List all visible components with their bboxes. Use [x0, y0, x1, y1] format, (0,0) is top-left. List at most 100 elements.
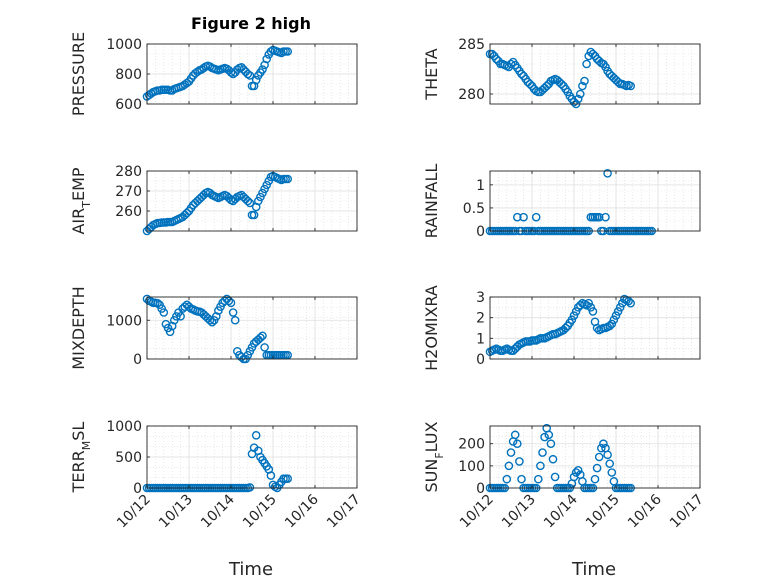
data-point [588, 307, 598, 316]
y-axis-label: PRESSURE [69, 32, 88, 116]
data-point [576, 300, 585, 310]
y-axis-label: MIXDEPTH [69, 286, 88, 369]
data-point [513, 439, 522, 449]
data-point [283, 47, 293, 56]
data-point [569, 311, 579, 320]
data-point [502, 474, 512, 484]
data-point [548, 454, 558, 464]
data-point [517, 474, 526, 484]
data-point [283, 474, 293, 484]
y-tick-label: 1 [476, 178, 485, 194]
panel-rainfall: 0 0.5 1 RAINFALL [422, 164, 701, 240]
data-point [207, 317, 217, 327]
axes-box [489, 170, 701, 232]
data-point [607, 319, 617, 329]
y-tick-label: 260 [115, 204, 142, 220]
y-tick-label: 1000 [106, 37, 142, 53]
data-point [266, 471, 276, 480]
data-point [571, 307, 581, 316]
data-point [576, 89, 585, 99]
y-tick-label: 0 [133, 352, 142, 368]
data-markers [485, 47, 636, 109]
y-axis-label-main: MIXDEPTH [69, 286, 88, 369]
data-point [588, 49, 598, 59]
data-point [165, 327, 175, 337]
y-tick-label: 100 [458, 459, 485, 475]
data-point [624, 296, 633, 306]
data-point [519, 212, 528, 222]
data-point [182, 208, 192, 218]
y-axis-label-subscript: M [80, 441, 93, 451]
data-point [613, 307, 623, 316]
data-point [283, 174, 293, 184]
data-point [256, 333, 265, 342]
y-axis-label: RAINFALL [422, 164, 441, 239]
data-point [578, 81, 587, 91]
data-point [228, 308, 238, 317]
data-markers [485, 294, 636, 357]
data-point [546, 439, 556, 449]
data-point [525, 79, 535, 89]
data-point [506, 59, 516, 69]
x-axis-label-left: Time [228, 559, 273, 580]
data-point [251, 430, 261, 440]
y-tick-label: 270 [115, 184, 142, 200]
data-markers [142, 171, 293, 236]
y-tick-label: 280 [115, 164, 142, 180]
data-point [611, 311, 621, 320]
y-tick-label: 2 [476, 311, 485, 327]
data-point [582, 59, 591, 69]
data-point [567, 315, 577, 325]
data-point [153, 298, 162, 308]
data-point [594, 452, 604, 462]
data-point [540, 432, 549, 442]
data-point [605, 321, 615, 331]
data-point [626, 298, 636, 308]
panel-air-temp: 260 270 280 AIRTEMP [69, 164, 358, 236]
axes-box [489, 43, 701, 105]
data-point [249, 210, 259, 220]
data-point [615, 303, 625, 312]
panel-theta: 280 285 THETA [422, 37, 701, 109]
data-point [561, 323, 570, 333]
data-point [586, 303, 596, 312]
y-tick-label: 0 [476, 352, 485, 368]
data-point [573, 94, 583, 104]
y-tick-label: 600 [115, 97, 142, 113]
data-point [510, 430, 520, 440]
data-point [603, 450, 612, 460]
data-point [504, 461, 514, 471]
y-tick-label: 200 [458, 437, 485, 453]
data-point [594, 212, 604, 222]
data-point [517, 69, 526, 79]
data-point [258, 65, 267, 74]
data-point [515, 457, 524, 466]
y-tick-label: 500 [115, 450, 142, 466]
data-point [159, 308, 169, 317]
axes-box [146, 296, 358, 360]
y-axis-label: SUNFLUX [422, 421, 446, 492]
data-point [584, 298, 594, 308]
data-point [245, 483, 255, 492]
y-axis-label: H2OMIXRA [422, 285, 441, 371]
data-point [599, 439, 608, 449]
data-point [193, 67, 202, 77]
data-point [266, 47, 276, 56]
y-tick-label: 280 [458, 87, 485, 103]
data-point [506, 448, 516, 457]
y-tick-label: 3 [476, 290, 485, 306]
y-axis-label-main: AIR [69, 208, 88, 235]
data-point [245, 198, 255, 208]
data-markers [142, 45, 293, 101]
data-point [542, 81, 552, 91]
x-axis-label-right: Time [571, 559, 616, 580]
y-axis-label-main: RAINFALL [422, 164, 441, 239]
data-point [573, 465, 583, 475]
data-point [243, 196, 253, 206]
data-point [580, 76, 589, 86]
data-point [582, 300, 591, 310]
data-point [260, 343, 269, 352]
y-axis-label-main: H2OMIXRA [422, 285, 441, 371]
panel-pressure: 600 800 1000 PRESSURE [69, 32, 358, 116]
y-axis-label-main: TERR [69, 450, 88, 493]
